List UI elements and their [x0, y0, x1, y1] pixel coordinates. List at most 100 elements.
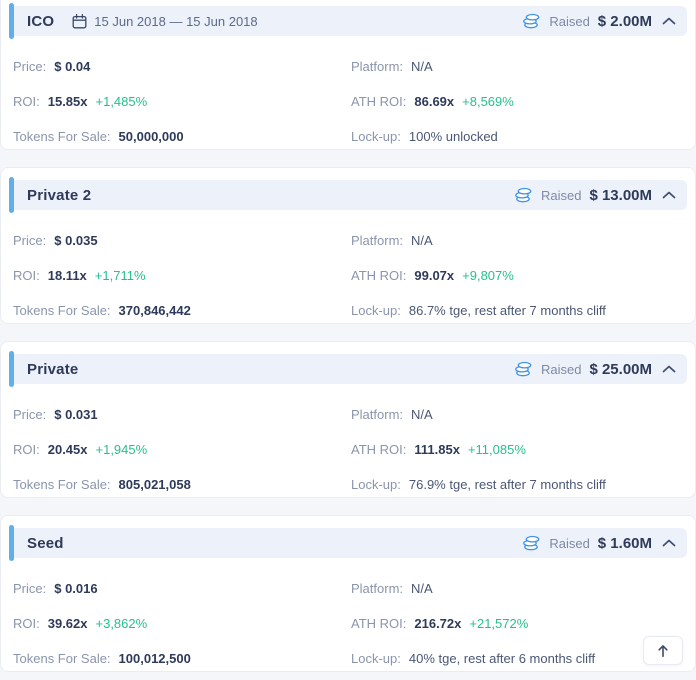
ath-roi-change: +11,085%	[467, 442, 526, 457]
lockup-value: 86.7% tge, rest after 7 months cliff	[408, 303, 606, 318]
platform-label: Platform:	[351, 407, 404, 422]
lockup-value: 40% tge, rest after 6 months cliff	[408, 651, 596, 666]
ath-roi-change: +8,569%	[462, 94, 514, 109]
calendar-icon	[72, 13, 87, 29]
arrow-up-icon	[656, 644, 670, 658]
round-title: Private 2	[27, 186, 92, 204]
raised-label: Raised	[540, 361, 582, 377]
price-label: Price:	[13, 233, 47, 248]
accent-bar	[9, 351, 14, 387]
scroll-to-top-button[interactable]	[643, 636, 683, 665]
price-label: Price:	[13, 581, 47, 596]
tokens-value: 370,846,442	[118, 303, 191, 318]
card-ico-body: Price: $ 0.04 Platform: N/A ROI: 15.85x +1,4…	[1, 59, 695, 145]
date-range: 15 Jun 2018 — 15 Jun 2018	[72, 13, 258, 29]
raised-amount: $ 13.00M	[589, 186, 652, 204]
row-price-platform: Price: $ 0.031 Platform: N/A	[13, 407, 683, 423]
coins-icon	[522, 535, 541, 551]
chevron-up-icon[interactable]	[662, 539, 676, 547]
card-seed-header[interactable]: Seed Raised $ 1.60M	[9, 525, 687, 561]
price-value: $ 0.016	[54, 581, 98, 596]
card-ico-header[interactable]: ICO 15 Jun 2018 — 15 Jun 2018 Raised $ 2…	[9, 3, 687, 39]
row-price-platform: Price: $ 0.016 Platform: N/A	[13, 581, 683, 597]
card-private-header[interactable]: Private Raised $ 25.00M	[9, 351, 687, 387]
ath-roi-label: ATH ROI:	[351, 442, 407, 457]
raised-group: Raised $ 25.00M	[514, 361, 687, 378]
ath-roi-label: ATH ROI:	[351, 94, 407, 109]
platform-value: N/A	[411, 233, 433, 248]
raised-amount: $ 1.60M	[597, 534, 652, 552]
coins-icon	[514, 187, 533, 203]
tokens-label: Tokens For Sale:	[13, 303, 111, 318]
ath-roi-value: 86.69x	[414, 94, 455, 109]
price-value: $ 0.04	[54, 59, 91, 74]
ath-roi-value: 216.72x	[414, 616, 462, 631]
row-tokens-lockup: Tokens For Sale: 100,012,500 Lock-up: 40% …	[13, 651, 683, 667]
card-ico: ICO 15 Jun 2018 — 15 Jun 2018 Raised $ 2…	[0, 0, 696, 150]
date-range-text: 15 Jun 2018 — 15 Jun 2018	[94, 13, 258, 29]
lockup-label: Lock-up:	[351, 303, 401, 318]
ath-roi-value: 99.07x	[414, 268, 455, 283]
raised-group: Raised $ 13.00M	[514, 187, 687, 204]
card-seed: Seed Raised $ 1.60M Price: $ 0.016 Platfo…	[0, 515, 696, 672]
raised-amount: $ 2.00M	[597, 12, 652, 30]
lockup-label: Lock-up:	[351, 477, 401, 492]
raised-amount: $ 25.00M	[589, 360, 652, 378]
coins-icon	[514, 361, 533, 377]
lockup-value: 100% unlocked	[408, 129, 498, 144]
row-roi: ROI: 20.45x +1,945% ATH ROI: 111.85x +11,085…	[13, 442, 683, 458]
card-private-2: Private 2 Raised $ 13.00M Price: $ 0.035 …	[0, 167, 696, 324]
tokens-value: 805,021,058	[118, 477, 191, 492]
chevron-up-icon[interactable]	[662, 17, 676, 25]
roi-change: +1,711%	[94, 268, 146, 283]
platform-label: Platform:	[351, 59, 404, 74]
round-title: Private	[27, 360, 79, 378]
ath-roi-label: ATH ROI:	[351, 268, 407, 283]
round-title: Seed	[27, 534, 64, 552]
roi-value: 39.62x	[47, 616, 88, 631]
chevron-up-icon[interactable]	[662, 191, 676, 199]
price-label: Price:	[13, 407, 47, 422]
row-roi: ROI: 18.11x +1,711% ATH ROI: 99.07x +9,807%	[13, 268, 683, 284]
roi-label: ROI:	[13, 442, 40, 457]
price-value: $ 0.035	[54, 233, 98, 248]
row-price-platform: Price: $ 0.04 Platform: N/A	[13, 59, 683, 75]
row-roi: ROI: 15.85x +1,485% ATH ROI: 86.69x +8,569%	[13, 94, 683, 110]
chevron-up-icon[interactable]	[662, 365, 676, 373]
card-private-body: Price: $ 0.031 Platform: N/A ROI: 20.45x +1,…	[1, 407, 695, 493]
card-private: Private Raised $ 25.00M Price: $ 0.031 Pl…	[0, 341, 696, 498]
tokens-value: 50,000,000	[118, 129, 184, 144]
row-price-platform: Price: $ 0.035 Platform: N/A	[13, 233, 683, 249]
ath-roi-value: 111.85x	[414, 442, 460, 457]
roi-value: 15.85x	[47, 94, 88, 109]
platform-value: N/A	[411, 581, 433, 596]
tokens-value: 100,012,500	[118, 651, 191, 666]
roi-change: +1,945%	[95, 442, 148, 457]
row-tokens-lockup: Tokens For Sale: 370,846,442 Lock-up: 86.7…	[13, 303, 683, 319]
tokens-label: Tokens For Sale:	[13, 129, 111, 144]
roi-label: ROI:	[13, 268, 40, 283]
price-value: $ 0.031	[54, 407, 98, 422]
raised-group: Raised $ 1.60M	[522, 535, 687, 552]
platform-value: N/A	[411, 59, 433, 74]
ath-roi-change: +21,572%	[469, 616, 529, 631]
roi-value: 20.45x	[47, 442, 88, 457]
raised-label: Raised	[540, 187, 582, 203]
price-label: Price:	[13, 59, 47, 74]
row-roi: ROI: 39.62x +3,862% ATH ROI: 216.72x +21,572…	[13, 616, 683, 632]
platform-label: Platform:	[351, 233, 404, 248]
lockup-label: Lock-up:	[351, 129, 401, 144]
ath-roi-change: +9,807%	[462, 268, 514, 283]
row-tokens-lockup: Tokens For Sale: 50,000,000 Lock-up: 100% …	[13, 129, 683, 145]
tokens-label: Tokens For Sale:	[13, 651, 111, 666]
platform-label: Platform:	[351, 581, 404, 596]
card-seed-body: Price: $ 0.016 Platform: N/A ROI: 39.62x +3,…	[1, 581, 695, 667]
card-private-2-header[interactable]: Private 2 Raised $ 13.00M	[9, 177, 687, 213]
row-tokens-lockup: Tokens For Sale: 805,021,058 Lock-up: 76.9…	[13, 477, 683, 493]
coins-icon	[522, 13, 541, 29]
accent-bar	[9, 177, 14, 213]
platform-value: N/A	[411, 407, 433, 422]
raised-label: Raised	[549, 13, 590, 29]
accent-bar	[9, 3, 14, 39]
